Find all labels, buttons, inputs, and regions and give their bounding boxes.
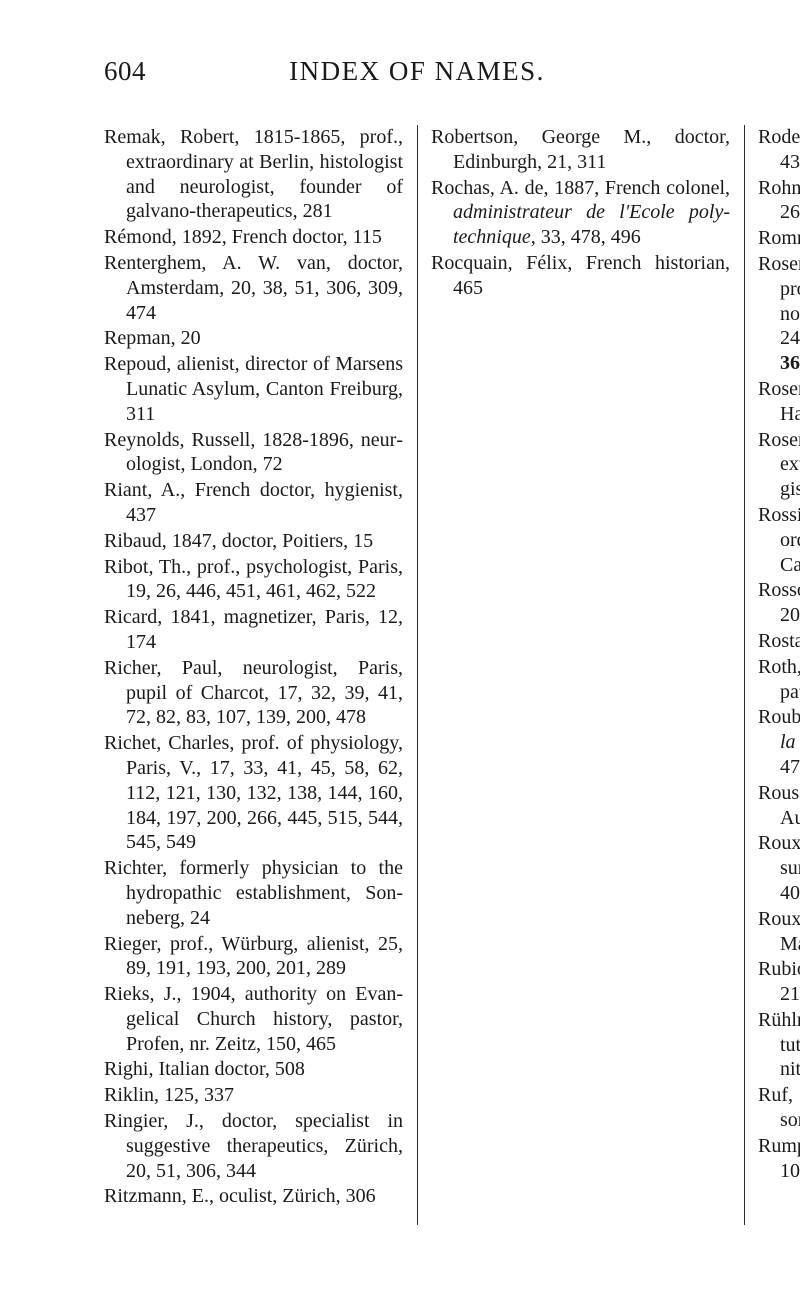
page-title: INDEX OF NAMES. [289, 56, 545, 87]
index-entry: Rohnert, W., Lutheran pastor, 1894, 26, … [758, 176, 800, 226]
index-entry: Rochas, A. de, 1887, French colonel, adm… [431, 176, 730, 250]
index-entry: Rieger, prof., Würburg, alienist, 25, 89… [104, 932, 403, 982]
index-entry: Rocquain, Félix, French historian, 465 [431, 251, 730, 301]
index-entry: Righi, Italian doctor, 508 [104, 1057, 403, 1082]
index-entry: Richter, formerly physician to the hydro… [104, 856, 403, 930]
index-entry: Repman, 20 [104, 326, 403, 351]
index-entry: Ribot, Th., prof., psychologist, Paris, … [104, 555, 403, 605]
index-entry: Robertson, George M., doctor, Edinburgh,… [431, 125, 730, 175]
index-entry: Rubio, E. Bertrán, Spanish doctor, 21 [758, 957, 800, 1007]
index-entry: Rosenbach, Ottomar, 1897, formerly prof.… [758, 252, 800, 376]
index-entry: Riklin, 125, 337 [104, 1083, 403, 1108]
index-entry: Rühlmann, Richard, 1880, prof., tutor in… [758, 1008, 800, 1082]
index-entry: Rousseau, 1881, French alienist, Auxerre… [758, 781, 800, 831]
index-entry: Rostan, I., 493 [758, 629, 800, 654]
index-entry: Roux-Freissineng, 1887, lawyer, Marseill… [758, 907, 800, 957]
index-columns: Remak, Robert, 1815-1865, prof., extraor… [104, 125, 730, 1225]
index-entry: Rémond, 1892, French doctor, 115 [104, 225, 403, 250]
index-entry: Ruf, Frau, 1867, Reichenbach's somnambul… [758, 1083, 800, 1133]
index-entry: Remak, Robert, 1815-1865, prof., extraor… [104, 125, 403, 224]
index-entry: Rumpf, prof., physician, Bonn, 91, 108 [758, 1134, 800, 1184]
index-entry: Ricard, 1841, magnetizer, Paris, 12, 174 [104, 605, 403, 655]
index-entry: Richer, Paul, neurologist, Paris, pupil … [104, 656, 403, 730]
index-entry: Renterghem, A. W. van, doctor, Amsterdam… [104, 251, 403, 325]
index-entry: Reynolds, Russell, 1828-1896, neur­ologi… [104, 428, 403, 478]
index-entry: Repoud, alienist, director of Mar­sens L… [104, 352, 403, 426]
index-entry: Richet, Charles, prof. of physiology, Pa… [104, 731, 403, 855]
index-entry: Rosenthal, Moritz, 1833-1889, prof. extr… [758, 428, 800, 502]
index-entry: Rieks, J., 1904, authority on Evan­gelic… [104, 982, 403, 1056]
index-entry: Rossolimo, 1889, doctor, Moscow, 20 [758, 578, 800, 628]
index-entry: Roux, Jules, 1807-1877, prof. of surgery… [758, 831, 800, 905]
index-entry: Ringier, J., doctor, specialist in sugge… [104, 1109, 403, 1183]
page-number: 604 [104, 56, 146, 87]
index-entry: Roth, Mathias, d., doctor, homœo­path, L… [758, 655, 800, 705]
page: 604 INDEX OF NAMES. 604 Remak, Robert, 1… [0, 0, 800, 1291]
index-entry: Rodenwaldt, Ernst, doctor, Breslau, 430 [758, 125, 800, 175]
index-entry: Rouby, 1905, médecin-directeur de la Mai… [758, 705, 800, 779]
index-entry: Rossi, E., 1863, physician-in-ordinary t… [758, 503, 800, 577]
index-entry: Ritzmann, E., oculist, Zürich, 306 [104, 1184, 403, 1209]
index-entry: Rommelare, 1888, 287 [758, 226, 800, 251]
running-head: 604 INDEX OF NAMES. 604 [104, 56, 730, 87]
index-entry: Ribaud, 1847, doctor, Poitiers, 15 [104, 529, 403, 554]
index-entry: Rosenfeld, 1896, privat-dozent, Halle, 4… [758, 377, 800, 427]
index-entry: Riant, A., French doctor, hygienist, 437 [104, 478, 403, 528]
